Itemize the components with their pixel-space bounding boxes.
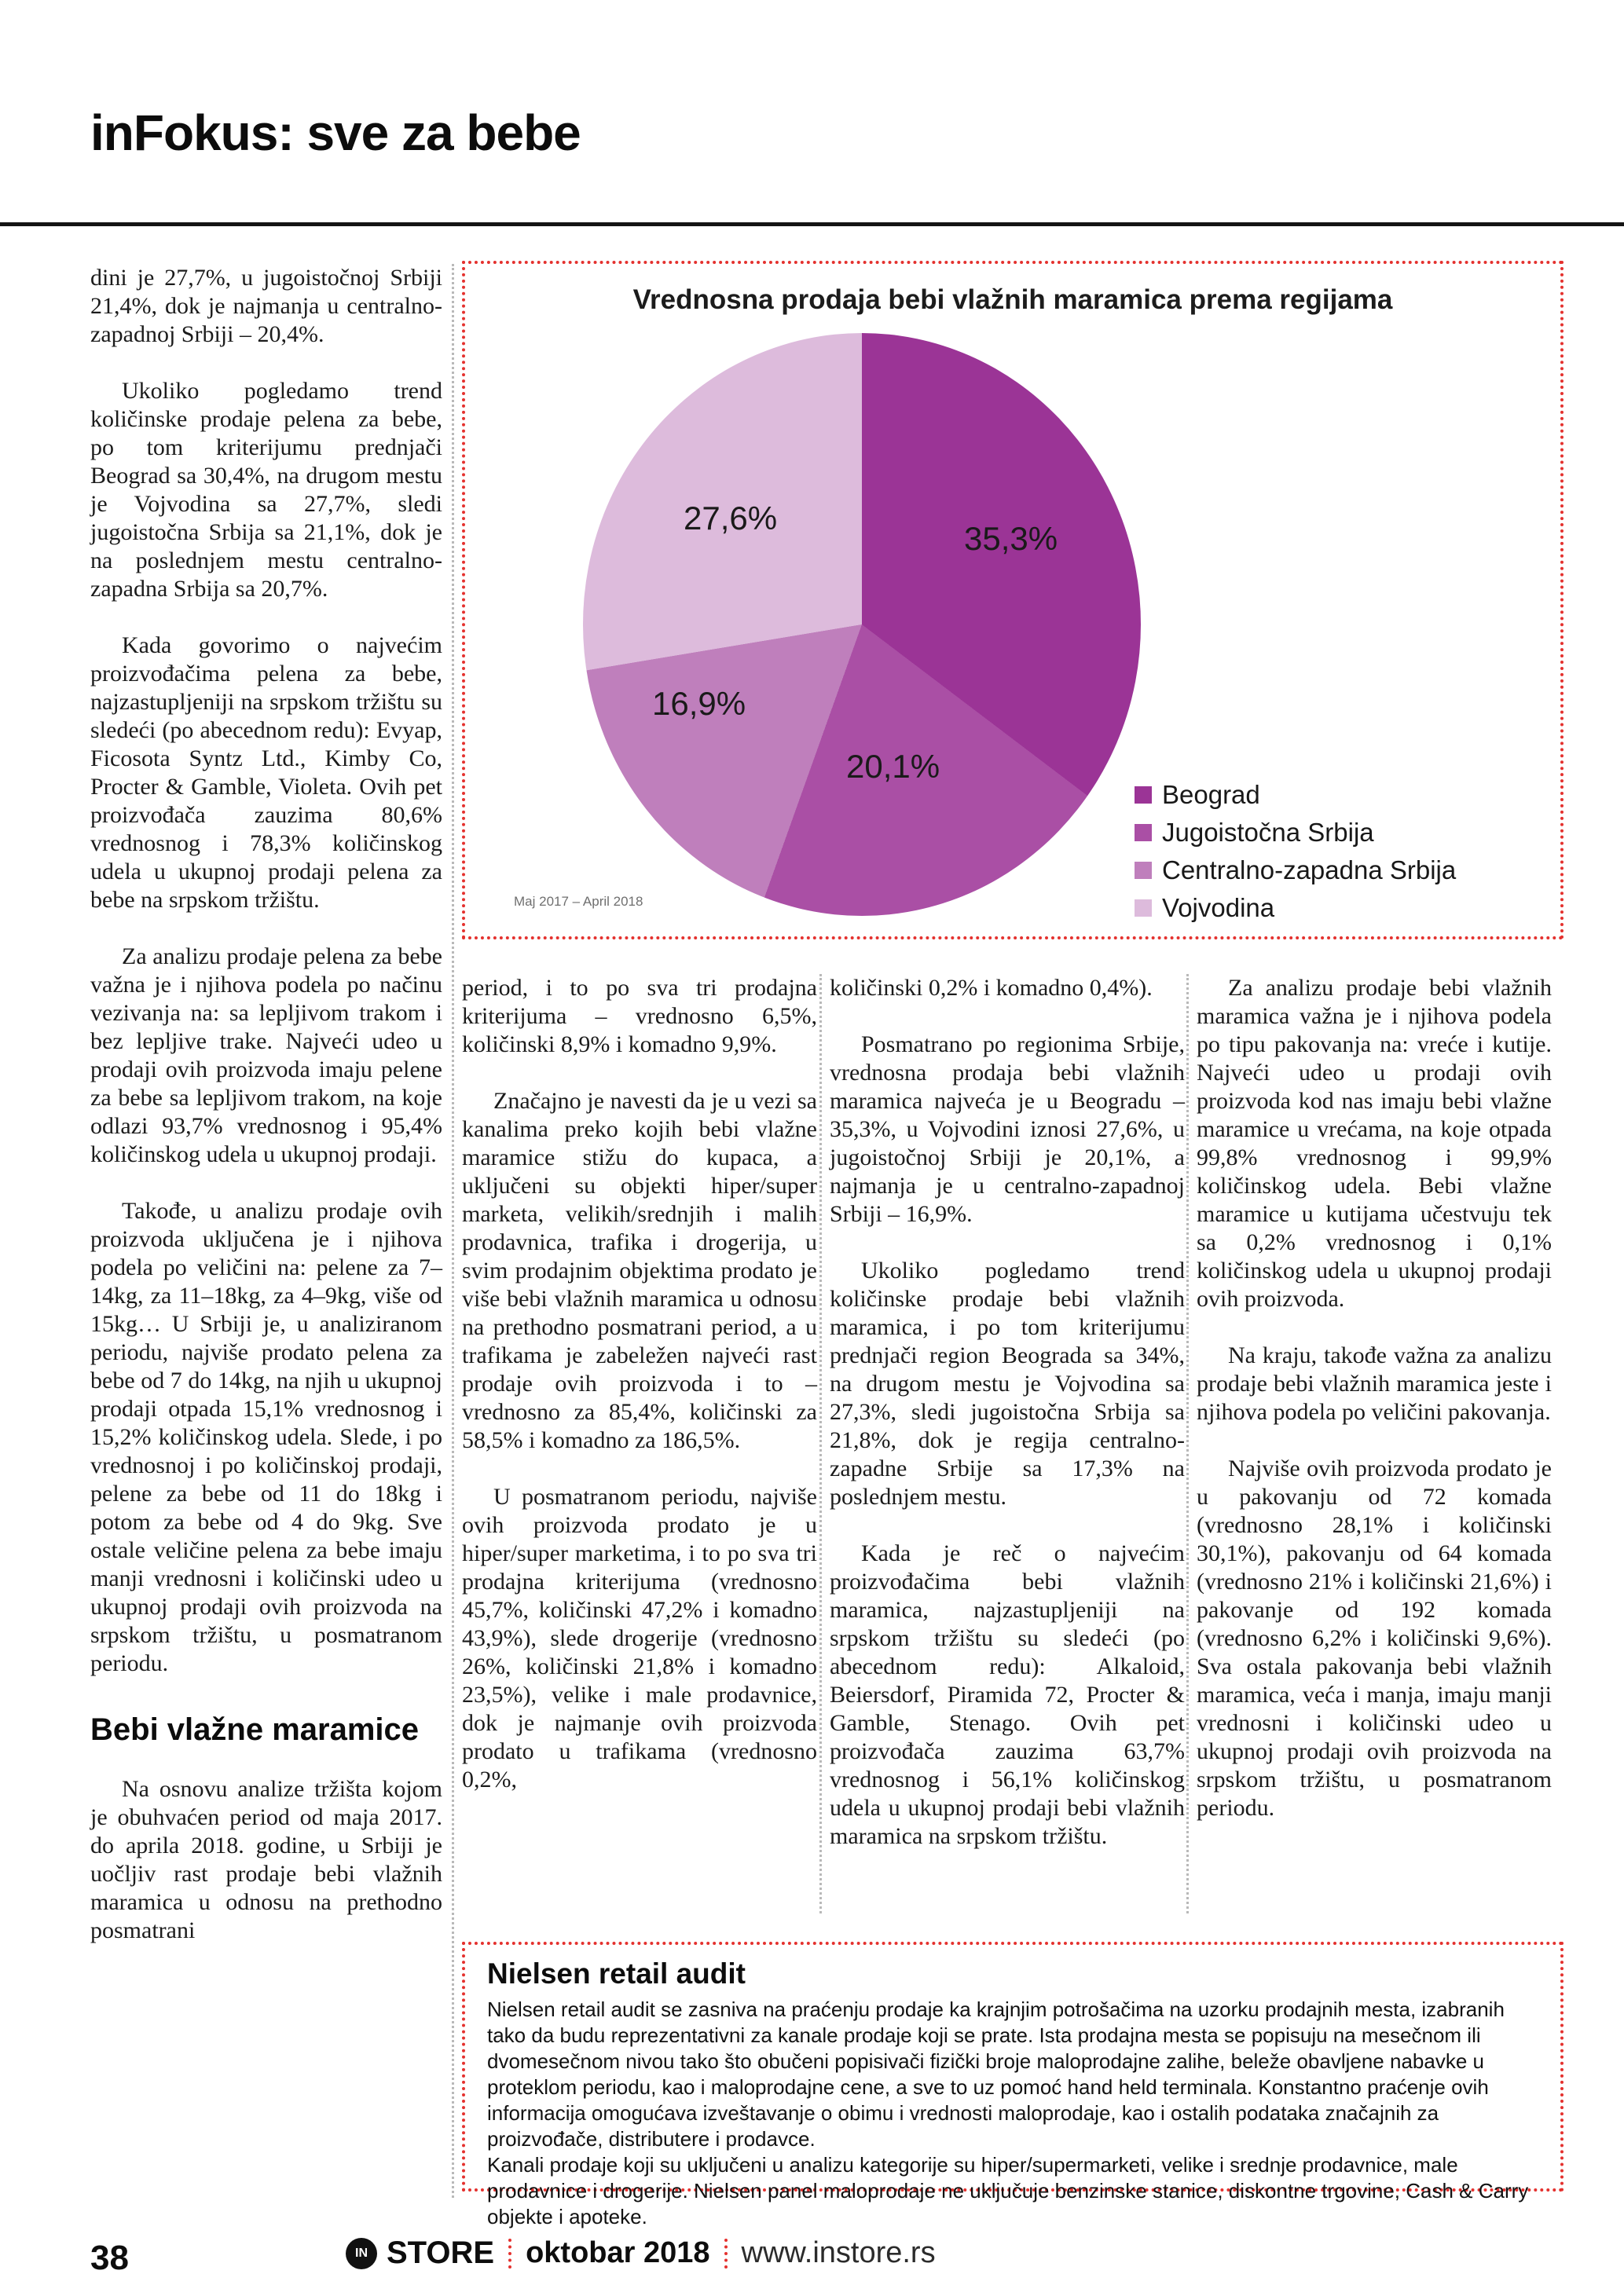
text-column-1: dini je 27,7%, u jugoistočnoj Srbiji 21,… [90,264,442,1945]
paragraph: Takođe, u analizu prodaje ovih proizvoda… [90,1198,442,1676]
text-column-4: Za analizu prodaje bebi vlažnih maramica… [1197,974,1552,1822]
footer-brand: IN STORE oktobar 2018 www.instore.rs [346,2236,936,2271]
paragraph: period, i to po sva tri prodajna kriteri… [462,975,817,1057]
legend-swatch [1135,786,1152,804]
chart-title: Vrednosna prodaja bebi vlažnih maramica … [632,284,1393,315]
column-divider [1186,974,1189,1913]
nielsen-box-heading: Nielsen retail audit [487,1957,746,1990]
legend-item: Jugoistočna Srbija [1135,814,1456,851]
header-rule [0,222,1624,226]
pie-slice-label-centralno: 16,9% [652,685,746,722]
issue-date: oktobar 2018 [526,2236,710,2269]
paragraph: U posmatranom periodu, najviše ovih proi… [462,1484,817,1792]
page-number: 38 [90,2239,129,2277]
paragraph: Najviše ovih proizvoda prodato je u pako… [1197,1456,1552,1821]
paragraph: Kada govorimo o najvećim proizvođačima p… [90,632,442,913]
paragraph: Za analizu prodaje bebi vlažnih maramica… [1197,975,1552,1312]
pie-chart-panel: Vrednosna prodaja bebi vlažnih maramica … [462,261,1564,939]
column-divider [819,974,822,1913]
paragraph: Kada je reč o najvećim proizvođačima beb… [830,1540,1185,1849]
paragraph: dini je 27,7%, u jugoistočnoj Srbiji 21,… [90,265,442,347]
legend-label: Beograd [1162,780,1260,809]
pie: 35,3% 20,1% 16,9% 27,6% [583,333,1141,916]
paragraph: Posmatrano po regionima Srbije, vrednosn… [830,1031,1185,1227]
legend-item: Beograd [1135,776,1456,814]
brand-name: STORE [387,2236,495,2270]
website-url: www.instore.rs [741,2236,936,2269]
legend-item: Centralno-zapadna Srbija [1135,851,1456,889]
legend-swatch [1135,899,1152,917]
paragraph: Ukoliko pogledamo trend količinske proda… [90,378,442,602]
pie-slice-label-vojvodina: 27,6% [684,500,778,536]
legend-label: Jugoistočna Srbija [1162,818,1374,847]
paragraph: Ukoliko pogledamo trend količinske proda… [830,1258,1185,1510]
chart-period-caption: Maj 2017 – April 2018 [514,894,643,909]
chart-legend: Beograd Jugoistočna Srbija Centralno-zap… [1135,776,1456,927]
footer-separator [724,2238,728,2269]
paragraph: Na osnovu analize tržišta kojom je obuhv… [90,1776,442,1943]
paragraph: Nielsen retail audit se zasniva na praće… [487,1998,1505,2151]
legend-swatch [1135,862,1152,879]
page-title: inFokus: sve za bebe [90,104,581,161]
column-divider [452,264,454,2198]
legend-label: Vojvodina [1162,893,1275,922]
pie-slice-label-jugoistocna: 20,1% [846,748,940,785]
paragraph: količinski 0,2% i komadno 0,4%). [830,975,1153,1001]
text-column-2: period, i to po sva tri prodajna kriteri… [462,974,817,1794]
instore-logo-icon: IN [346,2237,377,2269]
section-subheading: Bebi vlažne maramice [90,1712,419,1747]
pie-slice-label-beograd: 35,3% [964,520,1058,557]
legend-item: Vojvodina [1135,889,1456,927]
legend-label: Centralno-zapadna Srbija [1162,855,1457,884]
page-footer: 38 IN STORE oktobar 2018 www.instore.rs [0,2236,1624,2283]
legend-swatch [1135,824,1152,841]
text-column-3: količinski 0,2% i komadno 0,4%). Posmatr… [830,974,1185,1851]
nielsen-audit-box: Nielsen retail audit Nielsen retail audi… [462,1942,1564,2228]
paragraph: Značajno je navesti da je u vezi sa kana… [462,1088,817,1453]
paragraph: Za analizu prodaje pelena za bebe važna … [90,943,442,1167]
footer-separator [508,2238,512,2269]
paragraph: Na kraju, takođe važna za analizu prodaj… [1197,1342,1552,1425]
paragraph: Kanali prodaje koji su uključeni u anali… [487,2153,1529,2228]
